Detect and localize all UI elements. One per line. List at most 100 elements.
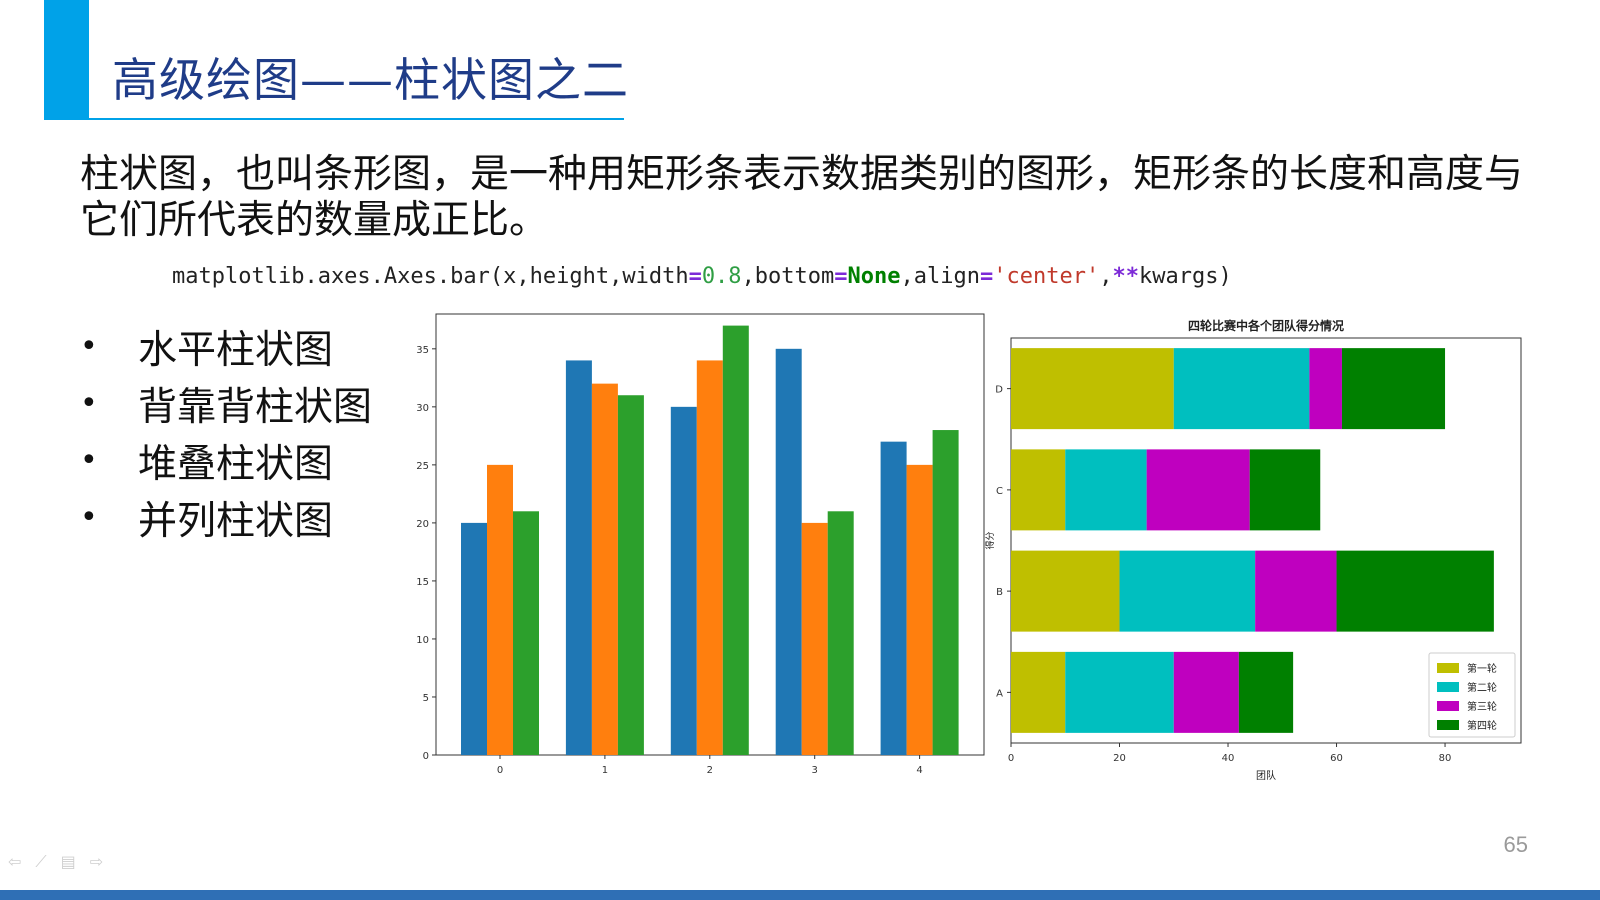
y-tick-label: 25 [416, 461, 429, 472]
page-number: 65 [1503, 832, 1528, 857]
legend-swatch [1437, 720, 1459, 730]
bar [461, 522, 487, 755]
forward-arrow-icon[interactable]: ⇨ [89, 852, 104, 871]
code-eq-bottom: = [834, 264, 848, 289]
y-tick-label: 20 [416, 519, 429, 530]
bar [670, 406, 697, 755]
bar [617, 395, 644, 755]
bullet-text: 背靠背柱状图 [138, 384, 373, 430]
bar [801, 522, 828, 755]
bar-segment [1341, 348, 1446, 430]
bar [513, 511, 539, 755]
code-eq-width: = [688, 264, 702, 289]
code-signature: matplotlib.axes.Axes.bar(x,height,width=… [172, 264, 1232, 289]
bar-segment [1173, 651, 1239, 733]
bar [722, 325, 749, 755]
bar-segment [1011, 348, 1174, 430]
x-tick-label: 0 [497, 765, 503, 776]
y-tick-label: B [996, 587, 1003, 598]
bullet-text: 堆叠柱状图 [138, 441, 334, 487]
bar-segment [1011, 651, 1066, 733]
bar-segment [1309, 348, 1342, 430]
legend-label: 第二轮 [1467, 681, 1497, 694]
bar-segment [1238, 651, 1294, 733]
y-tick-label: C [996, 486, 1003, 497]
x-tick-label: 20 [1113, 753, 1126, 764]
bullet-item: • 堆叠柱状图 [80, 432, 372, 489]
code-comma: , [1099, 264, 1113, 289]
bullet-dot: • [80, 386, 98, 421]
bar-segment [1336, 550, 1494, 632]
legend-swatch [1437, 701, 1459, 711]
y-tick-label: 15 [416, 577, 429, 588]
menu-icon[interactable]: ▤ [60, 852, 76, 871]
y-axis-label: 得分 [985, 531, 996, 549]
code-width-value: 0.8 [701, 264, 742, 289]
bar [696, 360, 723, 755]
title-underline [44, 118, 624, 120]
y-tick-label: 10 [416, 635, 429, 646]
legend-swatch [1437, 663, 1459, 673]
x-tick-label: 3 [812, 765, 818, 776]
legend-label: 第四轮 [1467, 719, 1497, 732]
code-align-param: ,align [900, 264, 980, 289]
pen-icon[interactable]: ⟋ [35, 852, 47, 871]
y-tick-label: D [995, 385, 1003, 396]
bar-segment [1249, 449, 1321, 531]
bar-segment [1173, 348, 1310, 430]
x-tick-label: 80 [1439, 753, 1452, 764]
y-tick-label: A [996, 688, 1003, 699]
bar-segment [1255, 550, 1337, 632]
grouped-bar-chart: 0 5 10 15 20 25 30 35 0 1 2 3 4 [416, 313, 985, 776]
bullet-item: • 背靠背柱状图 [80, 375, 372, 432]
bullet-dot: • [80, 443, 98, 478]
bar-segment [1011, 550, 1120, 632]
slideshow-nav: ⇦ ⟋ ▤ ⇨ [8, 852, 103, 872]
code-align-value: 'center' [993, 264, 1100, 289]
bullet-dot: • [80, 329, 98, 364]
bar [487, 464, 513, 755]
intro-paragraph: 柱状图，也叫条形图，是一种用矩形条表示数据类别的图形，矩形条的长度和高度与它们所… [80, 152, 1524, 243]
code-eq-align: = [980, 264, 994, 289]
y-tick-label: 5 [423, 693, 429, 704]
chart-title: 四轮比赛中各个团队得分情况 [1188, 318, 1344, 333]
x-tick-label: 4 [916, 765, 922, 776]
bullet-item: • 水平柱状图 [80, 318, 372, 375]
y-tick-label: 30 [416, 403, 429, 414]
bar [591, 383, 618, 755]
slide-title: 高级绘图——柱状图之二 [112, 53, 629, 107]
bottom-bar [0, 890, 1600, 900]
code-bottom-value: None [847, 264, 901, 289]
bullet-item: • 并列柱状图 [80, 489, 372, 546]
stacked-horizontal-bar-chart: 四轮比赛中各个团队得分情况 A B C D 0 20 40 60 80 团队 得分第一轮第二轮第三轮第… [985, 318, 1522, 782]
back-arrow-icon[interactable]: ⇦ [8, 852, 22, 871]
bar-segment [1146, 449, 1250, 531]
bar [565, 360, 592, 755]
bar-segment [1119, 550, 1256, 632]
x-tick-label: 60 [1330, 753, 1343, 764]
y-tick-label: 0 [423, 751, 429, 762]
bar [906, 464, 933, 755]
x-tick-label: 0 [1008, 753, 1014, 764]
bullet-text: 并列柱状图 [138, 498, 334, 544]
bar [775, 348, 802, 755]
x-axis-label: 团队 [1256, 769, 1276, 782]
bar-segment [1011, 449, 1066, 531]
code-prefix: matplotlib.axes.Axes.bar(x,height,width [172, 264, 689, 289]
x-tick-label: 2 [707, 765, 713, 776]
bullet-text: 水平柱状图 [138, 327, 334, 373]
code-suffix: kwargs) [1138, 264, 1232, 289]
bullet-dot: • [80, 500, 98, 535]
legend-box [1428, 652, 1516, 738]
bar [932, 430, 959, 755]
bar [880, 441, 907, 755]
code-bottom-param: ,bottom [741, 264, 835, 289]
x-tick-label: 40 [1222, 753, 1235, 764]
bar-segment [1065, 651, 1174, 733]
legend-label: 第三轮 [1467, 700, 1497, 713]
legend-swatch [1437, 682, 1459, 692]
bar-segment [1065, 449, 1147, 531]
bullet-list: • 水平柱状图 • 背靠背柱状图 • 堆叠柱状图 • 并列柱状图 [80, 318, 372, 546]
y-tick-label: 35 [416, 345, 429, 356]
x-tick-label: 1 [602, 765, 608, 776]
